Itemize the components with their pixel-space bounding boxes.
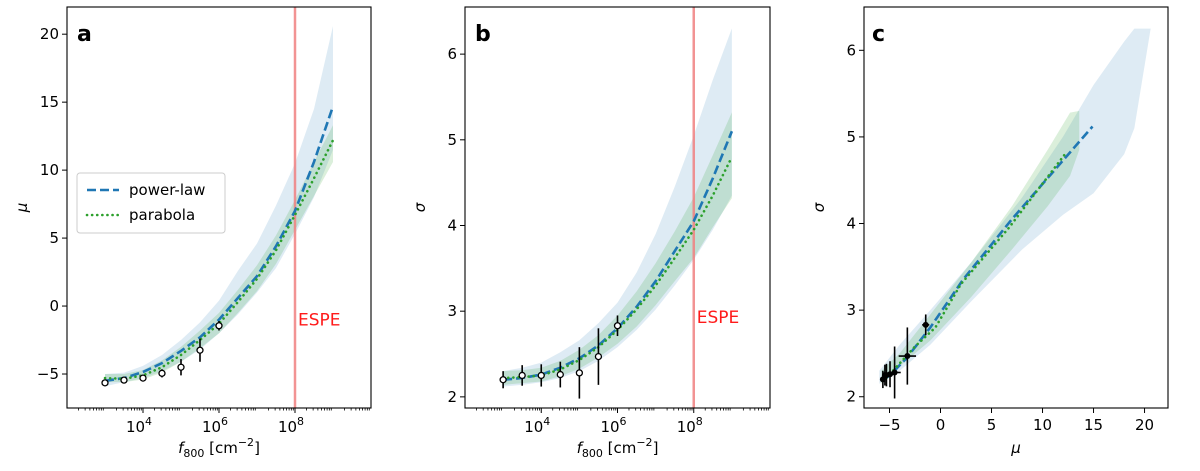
x-tick-label: 104 — [524, 415, 550, 436]
y-tick-label: 6 — [846, 41, 856, 59]
x-tick-base: 10 — [278, 418, 297, 436]
data-point — [518, 371, 526, 380]
x-tick-base: 10 — [202, 418, 221, 436]
y-tick-label: 2 — [846, 388, 856, 406]
data-point — [613, 322, 622, 330]
x-axis-label-close: ] — [254, 439, 260, 457]
data-point — [215, 322, 223, 330]
legend-label-power-law: power-law — [129, 181, 205, 199]
x-axis-label-close: ] — [653, 439, 659, 457]
legend-box — [76, 172, 226, 234]
y-tick-label: 3 — [846, 301, 856, 319]
x-tick-exponent: 6 — [620, 415, 627, 428]
x-axis-label-unit: [cm — [204, 439, 237, 457]
x-tick-label: 0 — [936, 416, 946, 434]
axes-frame — [863, 6, 1169, 409]
panel-letter: c — [872, 22, 885, 47]
x-axis-label: f800 [cm−2] — [178, 436, 260, 460]
y-tick-label: 3 — [447, 302, 457, 320]
data-point — [158, 369, 166, 377]
data-point — [575, 369, 584, 377]
y-tick-label: −5 — [37, 365, 59, 383]
x-tick-label: 106 — [600, 415, 626, 436]
espe-label: ESPE — [298, 311, 341, 331]
panel-letter: b — [475, 22, 491, 47]
y-tick-label: 10 — [40, 161, 59, 179]
parabola-band — [105, 125, 333, 383]
data-point — [904, 353, 911, 360]
x-axis-label-unit: [cm — [603, 439, 636, 457]
x-axis-label: μ — [1010, 439, 1021, 457]
x-tick-label: 104 — [126, 415, 152, 436]
x-axis-label-exp: −2 — [636, 436, 652, 449]
plot-area — [101, 7, 335, 408]
x-tick-label: 10 — [1033, 416, 1052, 434]
x-tick-label: 5 — [987, 416, 997, 434]
data-point — [891, 369, 898, 376]
x-tick-label: 20 — [1135, 416, 1154, 434]
x-tick-label: 108 — [278, 415, 304, 436]
y-axis-label: μ — [13, 203, 31, 214]
legend-label-parabola: parabola — [129, 206, 195, 224]
data-point — [922, 321, 929, 328]
power-law-line — [104, 105, 335, 383]
plot-area — [499, 7, 734, 408]
x-tick-exponent: 4 — [145, 415, 152, 428]
y-tick-label: 4 — [447, 216, 457, 234]
x-axis-label-f: f — [178, 439, 186, 457]
x-tick-base: 10 — [677, 418, 696, 436]
data-point — [139, 374, 147, 382]
panel-c: −5 0 5 10 15 20 2 3 4 5 6 μ σ c — [810, 6, 1169, 457]
data-point — [556, 370, 564, 379]
x-tick-base: 10 — [600, 418, 619, 436]
y-tick-label: 5 — [846, 128, 856, 146]
y-axis-label: σ — [810, 202, 828, 212]
x-tick-label: 108 — [677, 415, 703, 436]
plot-area — [879, 28, 1151, 399]
power-law-band — [105, 26, 333, 387]
x-tick-exponent: 8 — [297, 415, 304, 428]
y-axis-label: σ — [411, 202, 429, 212]
data-point — [537, 371, 545, 380]
parabola-line — [885, 152, 1067, 379]
x-tick-label: 106 — [202, 415, 228, 436]
x-tick-base: 10 — [126, 418, 145, 436]
y-tick-label: 2 — [447, 388, 457, 406]
data-point — [196, 346, 204, 354]
x-tick-exponent: 4 — [543, 415, 550, 428]
x-axis-label: f800 [cm−2] — [577, 436, 659, 460]
data-point — [177, 363, 185, 371]
data-point — [499, 376, 507, 384]
panel-letter: a — [77, 22, 92, 47]
y-tick-label: 15 — [40, 93, 59, 111]
y-tick-label: 4 — [846, 215, 856, 233]
x-axis-label-sub: 800 — [582, 447, 603, 460]
x-tick-base: 10 — [524, 418, 543, 436]
y-tick-label: 0 — [49, 297, 59, 315]
x-tick-label: −5 — [878, 416, 900, 434]
data-point — [594, 352, 603, 361]
parabola-line — [103, 138, 335, 381]
data-point — [120, 376, 128, 384]
x-tick-label: 15 — [1084, 416, 1103, 434]
x-tick-exponent: 8 — [696, 415, 703, 428]
x-axis-label-sub: 800 — [183, 447, 204, 460]
espe-label: ESPE — [697, 308, 740, 328]
parabola-band — [881, 110, 1080, 384]
y-tick-label: 20 — [40, 25, 59, 43]
power-law-line — [503, 130, 734, 382]
x-tick-exponent: 6 — [221, 415, 228, 428]
y-tick-label: 5 — [447, 131, 457, 149]
y-tick-label: 5 — [49, 229, 59, 247]
power-law-band — [503, 28, 732, 387]
x-axis-label-exp: −2 — [238, 436, 254, 449]
data-point — [101, 379, 109, 387]
x-axis-label-f: f — [577, 439, 585, 457]
power-law-band — [879, 28, 1151, 384]
y-tick-label: 6 — [447, 45, 457, 63]
